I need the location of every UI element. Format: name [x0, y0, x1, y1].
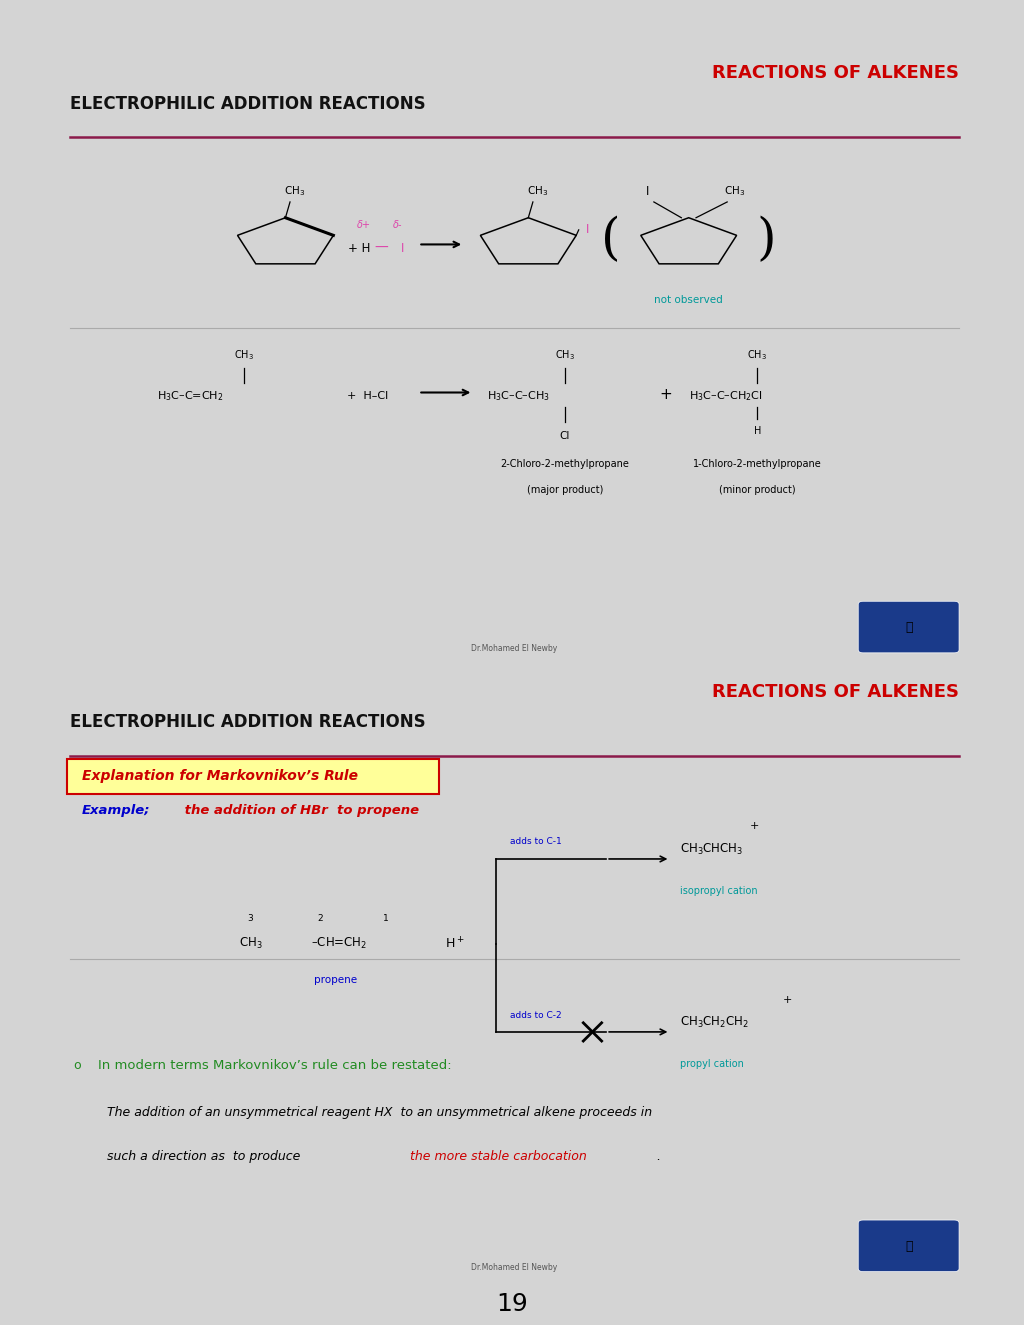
Text: CH$_3$: CH$_3$ [527, 184, 548, 197]
Text: 2-Chloro-2-methylpropane: 2-Chloro-2-methylpropane [501, 458, 630, 469]
Text: REACTIONS OF ALKENES: REACTIONS OF ALKENES [712, 682, 959, 701]
Text: $\delta$-: $\delta$- [392, 217, 402, 229]
Text: Dr.Mohamed El Newby: Dr.Mohamed El Newby [471, 1263, 558, 1272]
Text: isopropyl cation: isopropyl cation [680, 885, 757, 896]
Text: .: . [656, 1150, 660, 1163]
Text: CH$_3$: CH$_3$ [748, 347, 767, 362]
Text: Example;: Example; [82, 804, 151, 818]
Text: 3: 3 [248, 914, 254, 922]
FancyBboxPatch shape [858, 602, 959, 653]
Text: I: I [586, 224, 590, 236]
Text: (: ( [601, 216, 621, 265]
Text: not observed: not observed [654, 294, 723, 305]
Text: +  H–Cl: + H–Cl [340, 391, 389, 401]
Text: H$_3$C–C–CH$_3$: H$_3$C–C–CH$_3$ [487, 390, 550, 403]
Text: 19: 19 [496, 1292, 528, 1316]
Text: 2: 2 [317, 914, 324, 922]
Text: CH$_3$: CH$_3$ [239, 937, 262, 951]
Text: + H: + H [348, 241, 370, 254]
Text: $\delta$+: $\delta$+ [356, 217, 371, 229]
Text: CH$_3$CHCH$_3$: CH$_3$CHCH$_3$ [680, 843, 743, 857]
Text: CH$_3$: CH$_3$ [284, 184, 305, 197]
Text: CH$_3$CH$_2$CH$_2$: CH$_3$CH$_2$CH$_2$ [680, 1015, 749, 1031]
Text: CH$_3$: CH$_3$ [234, 347, 254, 362]
Text: (minor product): (minor product) [719, 485, 796, 494]
FancyBboxPatch shape [68, 759, 439, 794]
Text: CH$_3$: CH$_3$ [724, 184, 745, 197]
Text: 🏛: 🏛 [905, 1240, 912, 1252]
Text: H$_3$C–C–CH$_2$Cl: H$_3$C–C–CH$_2$Cl [689, 390, 763, 403]
Text: 🏛: 🏛 [905, 621, 912, 633]
Text: Dr.Mohamed El Newby: Dr.Mohamed El Newby [471, 644, 558, 653]
Text: REACTIONS OF ALKENES: REACTIONS OF ALKENES [712, 64, 959, 82]
Text: (major product): (major product) [526, 485, 603, 494]
Text: ELECTROPHILIC ADDITION REACTIONS: ELECTROPHILIC ADDITION REACTIONS [70, 713, 426, 731]
Text: CH$_3$: CH$_3$ [555, 347, 574, 362]
Text: adds to C-1: adds to C-1 [510, 836, 562, 845]
Text: o: o [73, 1059, 81, 1072]
Text: –CH=CH$_2$: –CH=CH$_2$ [311, 937, 368, 951]
Text: H: H [754, 427, 761, 436]
Text: +: + [659, 387, 672, 403]
FancyBboxPatch shape [858, 1220, 959, 1272]
Text: adds to C-2: adds to C-2 [510, 1011, 561, 1020]
Text: propene: propene [314, 975, 357, 986]
Text: I: I [401, 241, 404, 254]
Text: The addition of an unsymmetrical reagent HX  to an unsymmetrical alkene proceeds: The addition of an unsymmetrical reagent… [106, 1106, 652, 1118]
Text: Explanation for Markovnikov’s Rule: Explanation for Markovnikov’s Rule [82, 768, 358, 783]
Text: H$_3$C–C=CH$_2$: H$_3$C–C=CH$_2$ [157, 390, 223, 403]
Text: +: + [750, 820, 760, 831]
Text: —: — [375, 241, 388, 256]
Text: Cl: Cl [560, 432, 570, 441]
Text: ELECTROPHILIC ADDITION REACTIONS: ELECTROPHILIC ADDITION REACTIONS [70, 94, 426, 113]
Text: propyl cation: propyl cation [680, 1059, 743, 1069]
Text: ): ) [757, 216, 776, 265]
Text: In modern terms Markovnikov’s rule can be restated:: In modern terms Markovnikov’s rule can b… [97, 1059, 452, 1072]
Text: the addition of HBr  to propene: the addition of HBr to propene [180, 804, 419, 818]
Text: I: I [646, 184, 649, 197]
Text: H$^+$: H$^+$ [445, 937, 465, 951]
Text: such a direction as  to produce: such a direction as to produce [106, 1150, 300, 1163]
Text: +: + [783, 995, 793, 1004]
Text: the more stable carbocation: the more stable carbocation [407, 1150, 587, 1163]
Text: 1: 1 [383, 914, 389, 922]
Text: 1-Chloro-2-methylpropane: 1-Chloro-2-methylpropane [693, 458, 822, 469]
